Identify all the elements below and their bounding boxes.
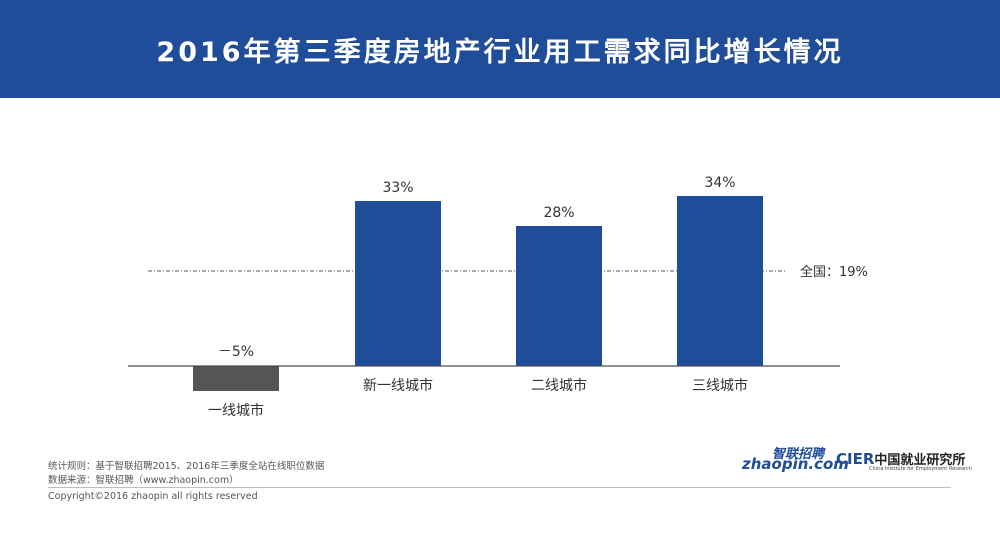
footer-divider — [48, 487, 951, 488]
bar-4 — [677, 196, 763, 366]
category-label-4: 三线城市 — [692, 377, 748, 394]
value-label-3: 28% — [543, 205, 574, 221]
data-source-note: 数据来源：智联招聘（www.zhaopin.com） — [48, 475, 239, 486]
chart-title: 2016年第三季度房地产行业用工需求同比增长情况 — [156, 36, 844, 68]
cier-logo-en: China Institute for Employment Research — [869, 466, 972, 472]
national-average-label: 全国：19% — [800, 264, 868, 280]
value-label-4: 34% — [704, 175, 735, 191]
category-label-1: 一线城市 — [208, 402, 264, 419]
bar-3 — [516, 226, 602, 366]
copyright-note: Copyright©2016 zhaopin all rights reserv… — [48, 491, 258, 502]
category-label-2: 新一线城市 — [363, 377, 433, 394]
cier-logo: CIER中国就业研究所 China Institute for Employme… — [836, 449, 972, 472]
bar-2 — [355, 201, 441, 366]
cier-logo-cn: 中国就业研究所 — [874, 453, 966, 468]
category-label-3: 二线城市 — [531, 377, 587, 394]
value-label-2: 33% — [382, 180, 413, 196]
stat-rule-note: 统计规则：基于智联招聘2015、2016年三季度全站在线职位数据 — [48, 461, 325, 472]
title-banner: 2016年第三季度房地产行业用工需求同比增长情况 — [0, 0, 1000, 98]
zhaopin-logo-en: zhaopin.com — [742, 455, 849, 473]
bar-1 — [193, 366, 279, 391]
zhaopin-logo-cn: 智联招聘 — [772, 447, 825, 462]
value-label-1: －5% — [218, 344, 254, 360]
bar-chart: 全国：19% －5% 一线城市 33% 新一线城市 28% 二线城市 34% 三线城市 — [128, 175, 868, 419]
zhaopin-logo: zhaopin.com — [742, 443, 849, 473]
cier-logo-mark: CIER — [836, 450, 875, 468]
